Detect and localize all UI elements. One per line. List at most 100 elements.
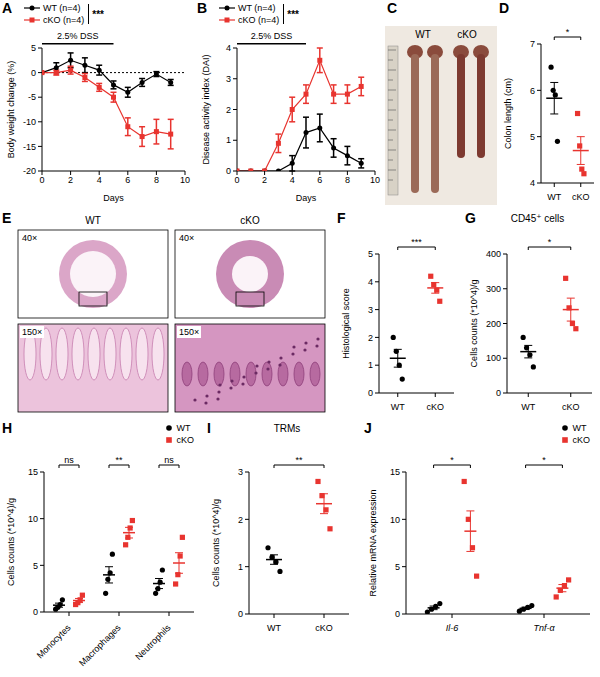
svg-text:-5: -5	[28, 92, 36, 102]
svg-text:0: 0	[496, 388, 501, 398]
svg-text:Neutrophils: Neutrophils	[133, 622, 173, 662]
html-text:H: H	[2, 420, 13, 436]
html-text:D: D	[499, 0, 510, 16]
svg-text:1: 1	[368, 360, 373, 370]
svg-text:Cells counts (*10^4)/g: Cells counts (*10^4)/g	[469, 280, 479, 368]
html-text:B: B	[197, 0, 208, 16]
svg-text:0: 0	[368, 388, 373, 398]
svg-text:Histological score: Histological score	[341, 288, 351, 359]
svg-text:0: 0	[39, 175, 44, 185]
svg-text:6: 6	[125, 175, 130, 185]
svg-text:***: ***	[411, 237, 422, 247]
svg-text:1: 1	[226, 135, 231, 145]
svg-text:10: 10	[180, 175, 190, 185]
svg-text:200: 200	[486, 319, 501, 329]
svg-text:5: 5	[395, 562, 400, 572]
svg-text:0: 0	[31, 68, 36, 78]
svg-text:Tnf-α: Tnf-α	[533, 623, 555, 633]
svg-text:4: 4	[226, 43, 231, 53]
svg-text:5: 5	[530, 132, 535, 142]
svg-text:8: 8	[345, 175, 350, 185]
svg-text:40×: 40×	[179, 233, 194, 243]
svg-text:Il-6: Il-6	[446, 623, 459, 633]
svg-text:4: 4	[97, 175, 102, 185]
svg-text:40×: 40×	[22, 233, 37, 243]
svg-text:8: 8	[154, 175, 159, 185]
svg-text:150×: 150×	[22, 327, 42, 337]
svg-text:5: 5	[368, 249, 373, 259]
svg-text:*: *	[548, 237, 552, 247]
svg-text:Days: Days	[296, 193, 317, 203]
svg-text:*: *	[566, 27, 570, 37]
svg-text:-15: -15	[23, 142, 36, 152]
svg-text:WT: WT	[391, 402, 405, 412]
svg-text:0: 0	[234, 175, 239, 185]
svg-text:Monocytes: Monocytes	[35, 622, 73, 660]
svg-text:6: 6	[317, 175, 322, 185]
svg-text:Relative mRNA expression: Relative mRNA expression	[368, 489, 378, 596]
svg-text:Colon length (cm): Colon length (cm)	[503, 78, 513, 149]
svg-text:300: 300	[486, 284, 501, 294]
svg-text:Days: Days	[103, 193, 124, 203]
svg-text:400: 400	[486, 249, 501, 259]
svg-text:Cells counts (*10^4)/g: Cells counts (*10^4)/g	[6, 498, 16, 586]
svg-text:cKO: cKO	[315, 623, 333, 633]
svg-text:**: **	[115, 455, 123, 465]
svg-text:3: 3	[226, 74, 231, 84]
svg-text:10: 10	[28, 514, 38, 524]
svg-text:WT: WT	[521, 402, 535, 412]
svg-text:7: 7	[530, 39, 535, 49]
svg-text:3: 3	[238, 467, 243, 477]
svg-text:10: 10	[390, 515, 400, 525]
svg-text:**: **	[295, 455, 303, 465]
svg-text:2: 2	[68, 175, 73, 185]
svg-text:ns: ns	[164, 455, 174, 465]
svg-text:15: 15	[390, 467, 400, 477]
svg-text:6: 6	[530, 86, 535, 96]
svg-text:-10: -10	[23, 117, 36, 127]
svg-text:WT: WT	[547, 192, 561, 202]
svg-text:cKO: cKO	[572, 192, 590, 202]
svg-text:150×: 150×	[179, 327, 199, 337]
svg-text:10: 10	[370, 175, 380, 185]
svg-text:WT: WT	[415, 29, 431, 40]
svg-text:5: 5	[31, 43, 36, 53]
svg-text:15: 15	[28, 467, 38, 477]
svg-text:Disease activity index (DAI): Disease activity index (DAI)	[201, 54, 211, 164]
svg-text:WT: WT	[85, 215, 101, 226]
html-text:TRMs: TRMs	[273, 423, 301, 434]
svg-text:100: 100	[486, 353, 501, 363]
svg-text:2.5% DSS: 2.5% DSS	[57, 31, 99, 41]
svg-text:4: 4	[290, 175, 295, 185]
svg-text:2: 2	[226, 105, 231, 115]
svg-text:2: 2	[238, 515, 243, 525]
svg-text:cKO: cKO	[240, 215, 260, 226]
svg-text:cKO: cKO	[562, 402, 580, 412]
svg-text:4: 4	[530, 178, 535, 188]
svg-text:2: 2	[262, 175, 267, 185]
svg-text:0: 0	[33, 607, 38, 617]
svg-text:1: 1	[238, 562, 243, 572]
svg-text:-20: -20	[23, 166, 36, 176]
svg-text:ns: ns	[64, 455, 74, 465]
svg-text:Cells counts (*10^4)/g: Cells counts (*10^4)/g	[211, 499, 221, 587]
svg-text:2.5% DSS: 2.5% DSS	[251, 31, 293, 41]
svg-text:0: 0	[226, 166, 231, 176]
svg-text:Macrophages: Macrophages	[77, 622, 123, 668]
svg-text:*: *	[542, 455, 546, 465]
svg-text:5: 5	[33, 561, 38, 571]
html-text:G: G	[465, 210, 476, 226]
svg-text:4: 4	[368, 277, 373, 287]
svg-text:Body weight change (%): Body weight change (%)	[6, 61, 16, 159]
svg-text:WT: WT	[267, 623, 281, 633]
svg-text:3: 3	[368, 305, 373, 315]
svg-text:0: 0	[238, 609, 243, 619]
html-text:CD45⁺ cells: CD45⁺ cells	[510, 213, 565, 224]
html-text:A: A	[2, 0, 13, 16]
svg-text:2: 2	[368, 333, 373, 343]
svg-text:0: 0	[395, 609, 400, 619]
html-text:C: C	[387, 0, 398, 16]
svg-text:*: *	[450, 455, 454, 465]
svg-text:cKO: cKO	[426, 402, 444, 412]
svg-text:cKO: cKO	[457, 29, 477, 40]
